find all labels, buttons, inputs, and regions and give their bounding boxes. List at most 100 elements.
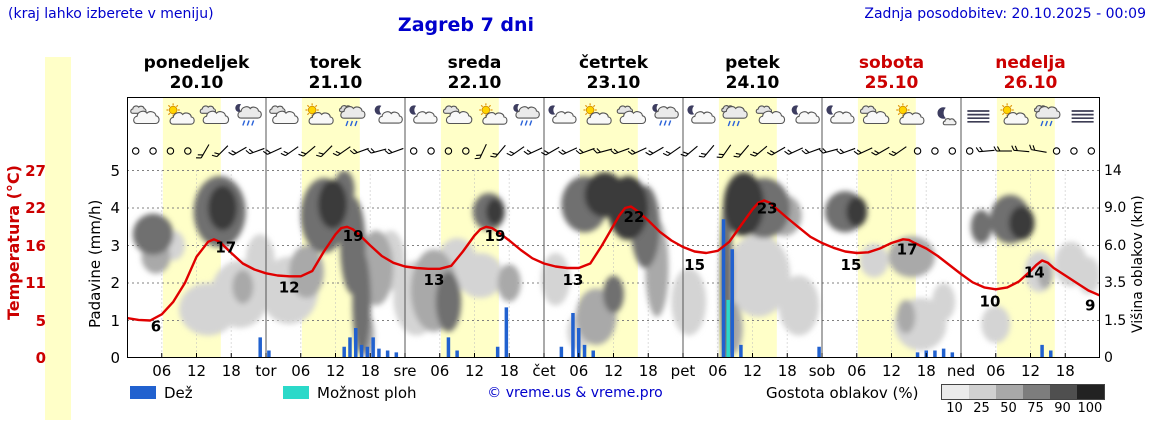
wind-barb-icon [750,145,768,157]
precip-axis-tick: 3 [110,236,120,255]
temperature-label: 10 [980,292,1001,310]
day-header-name: torek [309,53,362,73]
day-header: nedelja 26.10 [961,53,1100,93]
precip-axis-tick: 0 [110,349,120,367]
day-header-date: 25.10 [864,73,919,93]
temp-axis-tick: 22 [25,199,46,217]
x-axis-label: 18 [638,362,658,380]
menu-hint: (kraj lahko izberete v meniju) [8,6,214,22]
copyright-link[interactable]: © vreme.us & vreme.pro [487,385,663,401]
meteogram-chart: 6 17 12 19 13 19 13 22 15 23 15 17 10 14 9 [127,97,1100,358]
x-axis-label: 12 [881,362,902,380]
day-header-date: 22.10 [447,73,502,93]
x-axis-label: 18 [499,362,519,380]
day-header: sobota 25.10 [822,53,961,93]
temperature-label: 13 [424,271,445,289]
moon-cloud-icon [548,105,577,124]
x-axis-label: čet [532,362,556,380]
cloud-height-axis-tick: 14 [1104,162,1122,179]
wind-barb-icon [280,146,299,157]
wind-barb-icon [733,144,750,158]
wind-barb-icon [716,144,732,159]
weather-icons-row [130,103,1094,127]
precip-axis-label: Padavine (mm/h) [86,199,104,329]
x-axis-label: 06 [708,362,728,380]
calm-wind-icon [913,147,922,155]
temperature-labels: 6 17 12 19 13 19 13 22 15 23 15 17 10 14 9 [151,200,1096,336]
moon-icon [937,107,957,126]
cloud-cover-layer [132,170,1100,358]
day-header-date: 24.10 [725,73,780,93]
shower-bars [726,299,730,358]
wind-barb-icon [766,146,786,156]
calm-wind-icon [149,147,157,155]
temp-axis-tick: 11 [25,274,46,292]
moon-cloud-icon [409,105,438,124]
rain-moon-icon [235,103,262,126]
cloud-icon [199,105,230,125]
wind-barb-icon [645,146,664,156]
sun-cloud-icon [479,103,508,125]
day-header-date: 20.10 [169,73,224,93]
calm-wind-icon [948,147,957,155]
temperature-label: 22 [624,208,645,226]
wind-barbs-row [131,143,1096,160]
moon-cloud-icon [687,105,716,124]
x-axis-label: 12 [603,362,624,380]
temperature-label: 12 [279,279,300,297]
x-axis-label: sob [808,362,836,380]
wind-barb-icon [262,147,282,155]
density-segment [1023,385,1050,399]
x-axis-label: ned [946,362,976,380]
x-axis-label: 06 [430,362,450,380]
last-update: Zadnja posodobitev: 20.10.2025 - 00:09 [864,6,1146,22]
sun-cloud-icon [1000,103,1029,125]
calm-wind-icon [131,147,140,155]
day-header-name: nedelja [995,53,1066,73]
wind-barb-icon [228,146,247,156]
temperature-label: 15 [684,256,705,274]
x-axis-label: 06 [986,362,1006,380]
cloud-height-axis-tick: 6.0 [1104,237,1127,254]
wind-barb-icon [474,143,487,160]
temperature-label: 17 [897,240,918,258]
calm-wind-icon [965,147,974,155]
wind-barb-icon [698,144,715,158]
day-header: četrtek 23.10 [544,53,683,93]
calm-wind-icon [409,147,418,155]
day-header-date: 21.10 [308,73,363,93]
wind-barb-icon [871,146,890,156]
fog-icon [1071,110,1094,123]
day-header-name: sobota [858,53,925,73]
density-tick-label: 90 [1054,401,1071,416]
sun-cloud-icon [583,103,612,125]
wind-barb-icon [316,145,333,158]
density-segment [996,385,1023,399]
rain-moon-icon [513,103,540,126]
cloud-icon [859,105,890,125]
wind-barb-icon [298,145,316,157]
rain-icon [721,105,748,127]
rain-icon [338,105,366,127]
wind-barb-icon [349,147,369,155]
day-header: sreda 22.10 [405,53,544,93]
x-axis-tick-marks [161,353,1066,358]
cloud-density-legend-label: Gostota oblakov (%) [766,384,919,402]
x-axis-label: 18 [221,362,241,380]
sun-cloud-icon [166,103,195,125]
calm-wind-icon [931,147,939,155]
rain-legend-swatch [130,386,156,399]
density-segment [1077,385,1104,399]
x-axis-label: 06 [569,362,589,380]
day-header-name: sreda [447,53,502,73]
wind-barb-icon [801,147,821,155]
wind-barb-icon [332,146,351,157]
wind-barb-icon [784,147,803,155]
calm-wind-icon [166,147,175,155]
temperature-label: 13 [563,271,584,289]
temperature-label: 9 [1085,297,1095,315]
temperature-label: 19 [343,227,364,245]
x-axis-label: 18 [360,362,380,380]
temperature-label: 6 [151,317,161,335]
day-header-date: 26.10 [1003,73,1058,93]
